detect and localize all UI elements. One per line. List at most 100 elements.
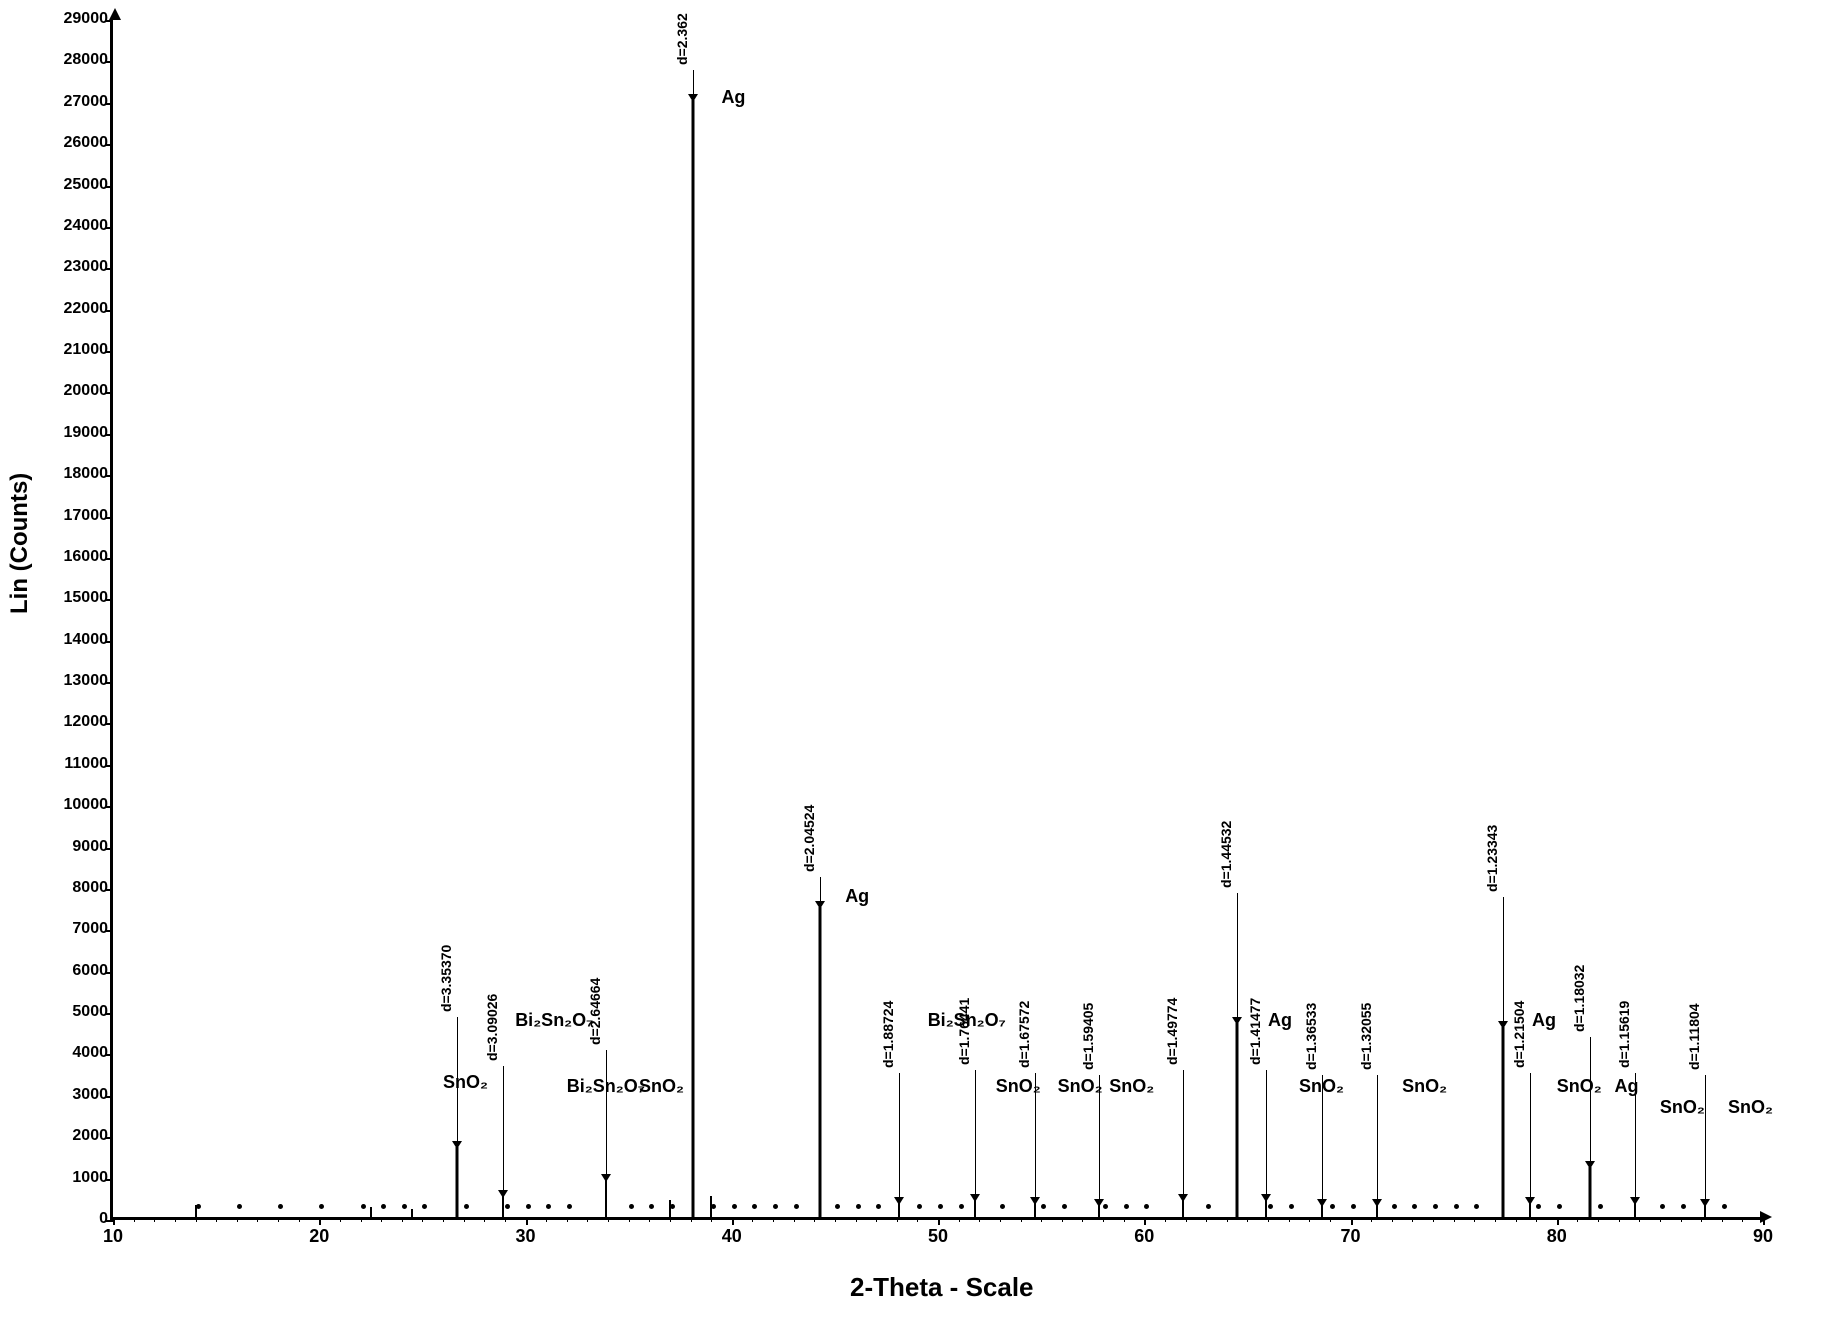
y-tick-mark (105, 1179, 113, 1181)
x-tick-minor (175, 1217, 176, 1222)
peak-label-line (899, 1073, 900, 1203)
y-tick-label: 11000 (43, 755, 108, 773)
x-tick-minor (1082, 1217, 1083, 1222)
y-tick-mark (105, 186, 113, 188)
x-axis-arrow (1760, 1211, 1772, 1223)
y-tick-mark (105, 972, 113, 974)
x-tick-minor (691, 1217, 692, 1222)
y-tick-label: 2000 (43, 1127, 108, 1145)
baseline-marker (278, 1204, 283, 1209)
xrd-peak (1634, 1203, 1636, 1217)
x-tick-label: 20 (309, 1226, 329, 1247)
baseline-marker (1124, 1204, 1129, 1209)
x-tick-minor (1041, 1217, 1042, 1222)
x-tick-minor (1268, 1217, 1269, 1222)
phase-annotation: SnO₂ (1402, 1076, 1447, 1097)
peak-label-line (1590, 1037, 1591, 1167)
peak-label-line (1530, 1073, 1531, 1203)
x-tick-minor (711, 1217, 712, 1222)
x-tick-minor (1186, 1217, 1187, 1222)
y-tick-mark (105, 517, 113, 519)
y-tick-label: 20000 (43, 382, 108, 400)
xrd-peak (1236, 1023, 1239, 1217)
peak-d-label: d=1.88724 (880, 1000, 896, 1067)
y-tick-mark (105, 1054, 113, 1056)
x-tick-mark (319, 1217, 321, 1225)
x-tick-minor (257, 1217, 258, 1222)
xrd-peak (974, 1200, 976, 1217)
x-tick-minor (1247, 1217, 1248, 1222)
y-tick-mark (105, 1137, 113, 1139)
xrd-peak (1588, 1167, 1591, 1217)
y-tick-mark (105, 641, 113, 643)
x-tick-minor (1495, 1217, 1496, 1222)
peak-d-label: d=1.44532 (1218, 820, 1234, 887)
baseline-marker (319, 1204, 324, 1209)
y-tick-label: 4000 (43, 1044, 108, 1062)
phase-annotation: SnO₂ (1299, 1076, 1344, 1097)
y-tick-mark (105, 1096, 113, 1098)
baseline-marker (1536, 1204, 1541, 1209)
baseline-marker (1062, 1204, 1067, 1209)
y-tick-label: 5000 (43, 1003, 108, 1021)
x-tick-minor (1165, 1217, 1166, 1222)
baseline-marker (959, 1204, 964, 1209)
xrd-peak (502, 1196, 504, 1217)
baseline-marker (649, 1204, 654, 1209)
x-tick-label: 40 (722, 1226, 742, 1247)
y-tick-label: 13000 (43, 672, 108, 690)
y-tick-label: 19000 (43, 424, 108, 442)
x-tick-minor (505, 1217, 506, 1222)
peak-d-label: d=1.59405 (1080, 1002, 1096, 1069)
phase-annotation: SnO₂ (1660, 1097, 1705, 1118)
x-tick-minor (1021, 1217, 1022, 1222)
phase-annotation: SnO₂ (1557, 1076, 1602, 1097)
x-tick-mark (1763, 1217, 1765, 1225)
y-tick-label: 28000 (43, 51, 108, 69)
x-tick-minor (876, 1217, 877, 1222)
phase-annotation: Ag (721, 87, 745, 108)
x-tick-label: 60 (1134, 1226, 1154, 1247)
x-tick-minor (1062, 1217, 1063, 1222)
x-tick-minor (897, 1217, 898, 1222)
peak-marker-icon (815, 901, 825, 909)
peak-marker-icon (1525, 1197, 1535, 1205)
peak-marker-icon (1585, 1161, 1595, 1169)
x-tick-minor (134, 1217, 135, 1222)
x-tick-minor (1598, 1217, 1599, 1222)
phase-annotation: Ag (1615, 1076, 1639, 1097)
y-tick-mark (105, 723, 113, 725)
y-tick-label: 15000 (43, 589, 108, 607)
x-tick-minor (299, 1217, 300, 1222)
x-tick-minor (546, 1217, 547, 1222)
phase-annotation: SnO₂ (1058, 1076, 1103, 1097)
x-tick-mark (526, 1217, 528, 1225)
y-tick-mark (105, 765, 113, 767)
peak-marker-icon (1498, 1021, 1508, 1029)
y-tick-mark (105, 848, 113, 850)
x-tick-minor (1619, 1217, 1620, 1222)
x-tick-minor (1660, 1217, 1661, 1222)
y-tick-label: 23000 (43, 258, 108, 276)
y-tick-mark (105, 599, 113, 601)
y-tick-mark (105, 1220, 113, 1222)
x-tick-minor (278, 1217, 279, 1222)
peak-d-label: d=1.15619 (1616, 1000, 1632, 1067)
x-tick-minor (587, 1217, 588, 1222)
y-tick-label: 8000 (43, 879, 108, 897)
y-tick-mark (105, 61, 113, 63)
baseline-marker (752, 1204, 757, 1209)
phase-annotation: Ag (1268, 1010, 1292, 1031)
x-tick-minor (196, 1217, 197, 1222)
peak-d-label: d=1.49774 (1164, 998, 1180, 1065)
peak-label-line (1377, 1075, 1378, 1205)
baseline-marker (917, 1204, 922, 1209)
peak-marker-icon (1317, 1199, 1327, 1207)
baseline-marker (546, 1204, 551, 1209)
baseline-marker (794, 1204, 799, 1209)
peak-d-label: d=1.67572 (1016, 1000, 1032, 1067)
x-tick-minor (1206, 1217, 1207, 1222)
x-tick-minor (1371, 1217, 1372, 1222)
y-tick-mark (105, 930, 113, 932)
baseline-marker (1144, 1204, 1149, 1209)
